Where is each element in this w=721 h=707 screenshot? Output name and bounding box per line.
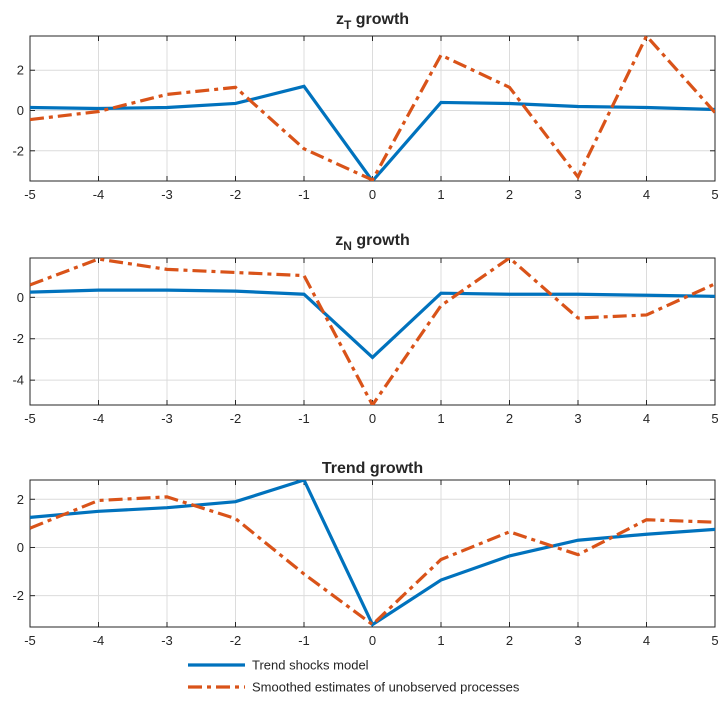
title-base: z bbox=[335, 232, 343, 249]
x-tick-label: 1 bbox=[437, 187, 444, 202]
x-tick-label: 0 bbox=[369, 187, 376, 202]
series-trend-shocks-line bbox=[30, 84, 715, 181]
series-trend-shocks-line bbox=[30, 288, 715, 360]
x-tick-label: -1 bbox=[298, 187, 310, 202]
y-tick-label: 0 bbox=[17, 103, 24, 118]
y-tick-label: -4 bbox=[12, 373, 24, 388]
grid-lines bbox=[29, 258, 716, 405]
x-tick-label: 3 bbox=[574, 633, 581, 648]
y-tick-label: 2 bbox=[17, 63, 24, 78]
legend-label-1: Trend shocks model bbox=[252, 658, 369, 673]
x-tick-label: 0 bbox=[369, 411, 376, 426]
series-smoothed-estimates-line bbox=[30, 36, 715, 181]
x-tick-label: 3 bbox=[574, 411, 581, 426]
y-tick-label: 0 bbox=[17, 540, 24, 555]
y-tick-label: 2 bbox=[17, 492, 24, 507]
y-tick-label: 0 bbox=[17, 290, 24, 305]
x-tick-label: 4 bbox=[643, 633, 650, 648]
plot-3: -5 -4 -3 -2 -1 0 1 2 3 4 5 -2 0 2 Trend growth bbox=[12, 460, 718, 648]
x-tick-label: -1 bbox=[298, 411, 310, 426]
y-tick-label: -2 bbox=[12, 143, 24, 158]
x-tick-label: -5 bbox=[24, 187, 36, 202]
series-smoothed-estimates-line bbox=[30, 258, 715, 405]
x-tick-label: -2 bbox=[230, 633, 242, 648]
x-tick-label: 5 bbox=[711, 187, 718, 202]
plot-1: -5 -4 -3 -2 -1 0 1 2 3 4 5 -2 0 2 zT growth bbox=[12, 11, 718, 202]
x-tick-label: 2 bbox=[506, 187, 513, 202]
x-tick-label: -3 bbox=[161, 187, 173, 202]
x-tick-label: -1 bbox=[298, 633, 310, 648]
x-tick-label: -4 bbox=[93, 411, 105, 426]
x-tick-label: -3 bbox=[161, 411, 173, 426]
title-rest: growth bbox=[351, 11, 409, 28]
title-subscript: T bbox=[344, 18, 352, 32]
x-tick-label: 5 bbox=[711, 633, 718, 648]
legend: Trend shocks model Smoothed estimates of … bbox=[188, 658, 520, 695]
title-rest: growth bbox=[352, 232, 410, 249]
plot-2: -5 -4 -3 -2 -1 0 1 2 3 4 5 -4 -2 0 zN growth bbox=[12, 232, 718, 426]
x-tick-label: 5 bbox=[711, 411, 718, 426]
y-tick-label: -2 bbox=[12, 331, 24, 346]
x-tick-label: 0 bbox=[369, 633, 376, 648]
plot-title: Trend growth bbox=[322, 460, 423, 477]
x-tick-label: 2 bbox=[506, 633, 513, 648]
x-tick-label: -2 bbox=[230, 411, 242, 426]
x-tick-label: 3 bbox=[574, 187, 581, 202]
legend-label-2: Smoothed estimates of unobserved process… bbox=[252, 680, 520, 695]
title-subscript: N bbox=[343, 239, 352, 253]
x-tick-label: 1 bbox=[437, 633, 444, 648]
x-tick-label: -5 bbox=[24, 411, 36, 426]
x-tick-label: -2 bbox=[230, 187, 242, 202]
series-smoothed-estimates-line bbox=[30, 495, 715, 627]
x-tick-label: -4 bbox=[93, 187, 105, 202]
x-tick-label: 4 bbox=[643, 411, 650, 426]
x-tick-label: -3 bbox=[161, 633, 173, 648]
x-tick-label: -4 bbox=[93, 633, 105, 648]
y-tick-label: -2 bbox=[12, 588, 24, 603]
series-trend-shocks-line bbox=[30, 480, 715, 627]
x-tick-label: 2 bbox=[506, 411, 513, 426]
plot-title: zT growth bbox=[336, 11, 409, 32]
title-base: z bbox=[336, 11, 344, 28]
x-tick-label: -5 bbox=[24, 633, 36, 648]
plot-title: zN growth bbox=[335, 232, 409, 253]
grid-lines bbox=[29, 480, 716, 627]
x-tick-label: 4 bbox=[643, 187, 650, 202]
x-tick-label: 1 bbox=[437, 411, 444, 426]
